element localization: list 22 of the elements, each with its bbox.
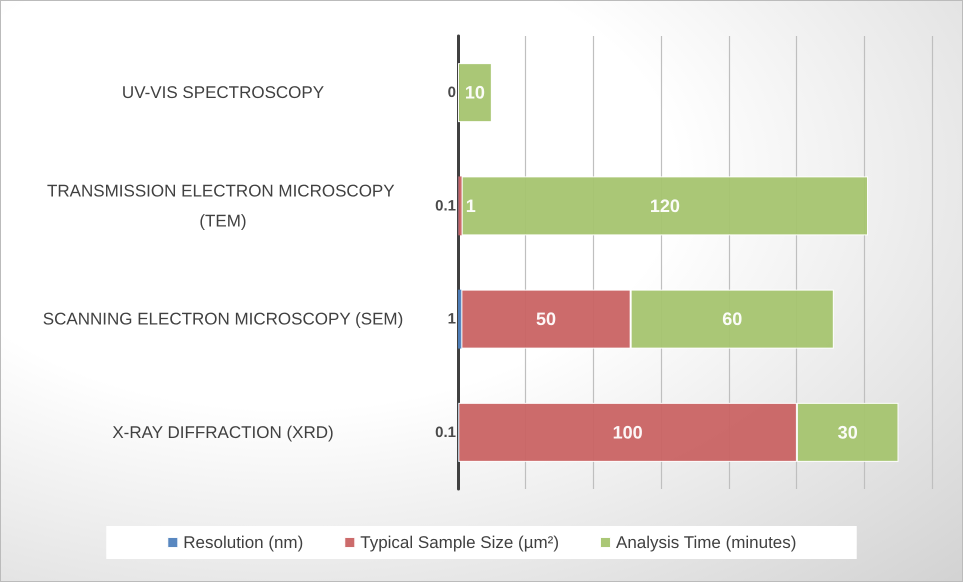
data-label: 0.1 [435, 197, 456, 214]
data-label: 10 [464, 82, 485, 103]
bar [458, 290, 462, 349]
data-label: 60 [722, 309, 742, 330]
legend-label: Resolution (nm) [183, 533, 304, 552]
legend-label: Typical Sample Size (µm²) [360, 533, 559, 552]
data-label: 0.1 [435, 424, 456, 441]
y-tick-label: X-RAY DIFFRACTION (XRD) [112, 422, 334, 442]
data-label: 1 [448, 310, 456, 328]
data-label: 1 [466, 196, 476, 216]
data-label: 50 [536, 309, 556, 330]
legend-label: Analysis Time (minutes) [616, 533, 796, 552]
bar [458, 63, 492, 122]
data-label: 100 [612, 422, 643, 442]
bar [462, 176, 868, 236]
y-tick-label: SCANNING ELECTRON MICROSCOPY (SEM) [42, 310, 404, 329]
y-tick-label: TRANSMISSION ELECTRON MICROSCOPY (TEM) [46, 181, 400, 230]
data-label: 0 [448, 84, 456, 102]
data-label: 120 [650, 196, 680, 216]
bar [458, 176, 462, 236]
y-tick-label: UV-VIS SPECTROSCOPY [122, 83, 324, 102]
data-label: 30 [838, 422, 858, 442]
